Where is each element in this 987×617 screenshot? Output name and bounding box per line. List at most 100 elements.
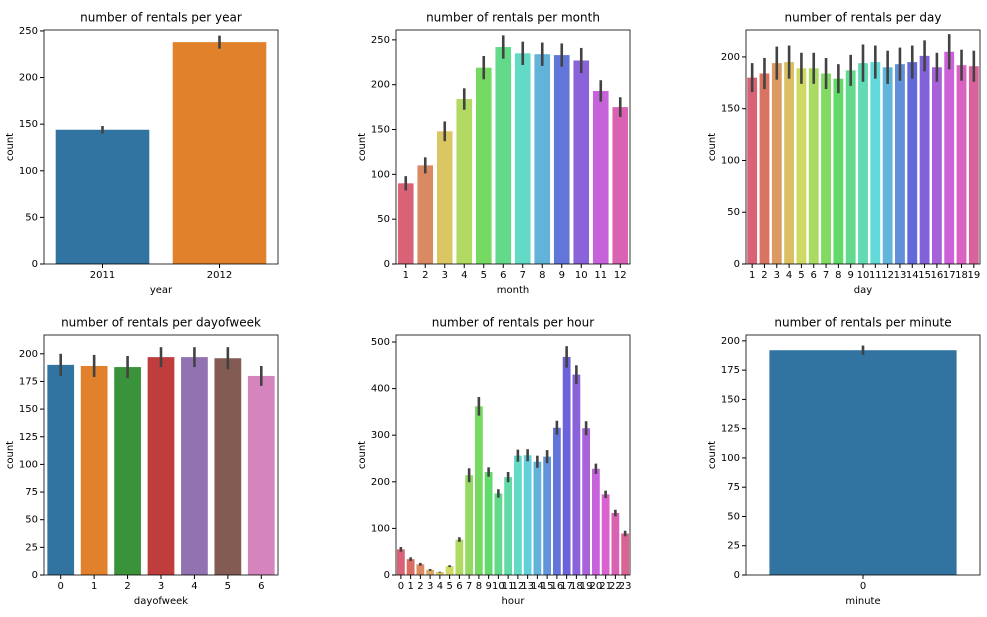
y-tick-label: 125 [19,432,38,443]
x-tick-label: 9 [847,270,853,281]
y-tick-label: 0 [734,259,740,270]
x-tick-label: 2012 [207,270,232,281]
bar [591,468,600,575]
bar [455,539,464,575]
x-tick-label: 2 [417,581,423,592]
x-tick-label: 18 [955,270,968,281]
y-tick-label: 200 [19,73,38,84]
chart-title: number of rentals per month [426,11,600,25]
y-tick-label: 25 [25,542,38,553]
y-tick-label: 250 [371,35,390,46]
x-tick-label: 6 [500,270,506,281]
y-tick-label: 125 [721,424,740,435]
x-tick-label: 19 [967,270,980,281]
x-tick-label: 18 [570,581,583,592]
y-tick-label: 175 [19,376,38,387]
x-tick-label: 2011 [90,270,115,281]
x-tick-label: 0 [58,581,64,592]
x-tick-label: 11 [869,270,882,281]
bar [436,131,453,264]
bar [612,107,629,264]
bar [397,183,414,264]
x-tick-label: 17 [560,581,573,592]
x-tick-label: 0 [398,581,404,592]
x-tick-label: 16 [551,581,564,592]
y-axis-label: count [5,441,16,469]
bar [396,549,405,575]
bar [562,356,571,575]
y-tick-label: 50 [25,515,38,526]
x-tick-label: 20 [590,581,603,592]
x-tick-label: 19 [580,581,593,592]
bar [582,428,591,575]
axes-frame [43,29,279,265]
x-tick-label: 4 [786,270,792,281]
x-tick-label: 8 [539,270,545,281]
y-tick-label: 100 [371,169,390,180]
y-tick-label: 75 [25,487,38,498]
y-tick-label: 100 [19,166,38,177]
bar [406,559,415,575]
x-tick-label: 23 [619,581,632,592]
bar [543,456,552,575]
x-tick-label: 3 [427,581,433,592]
bar [858,63,868,264]
bar [214,358,242,575]
axes-frame [43,334,279,576]
y-tick-label: 0 [734,570,740,581]
y-tick-label: 25 [727,541,740,552]
bar [426,569,435,575]
x-tick-label: 1 [91,581,97,592]
x-tick-label: 12 [512,581,525,592]
y-tick-label: 0 [32,570,38,581]
bar [55,129,150,264]
y-tick-label: 200 [371,80,390,91]
bar [494,493,503,575]
x-tick-label: 12 [881,270,894,281]
bar [475,67,492,264]
x-tick-label: 21 [599,581,612,592]
y-tick-label: 50 [25,212,38,223]
bar [895,64,905,264]
x-tick-label: 0 [860,581,866,592]
bar [181,357,208,575]
x-tick-label: 13 [521,581,534,592]
y-tick-label: 150 [721,394,740,405]
bar [919,55,930,265]
bar [907,62,918,264]
chart-title: number of rentals per dayofweek [61,316,261,330]
bar [114,367,141,575]
x-tick-label: 2 [124,581,130,592]
x-tick-label: 22 [609,581,622,592]
bar [833,78,844,264]
bar [796,68,807,264]
y-axis-label: count [707,441,718,469]
bar [147,357,175,575]
bar [611,513,620,575]
x-tick-label: 17 [943,270,956,281]
x-tick-label: 10 [492,581,505,592]
x-tick-label: 3 [442,270,448,281]
bar [533,461,542,575]
x-tick-label: 2 [761,270,767,281]
x-tick-label: 6 [456,581,462,592]
y-tick-label: 250 [19,26,38,37]
bar [931,67,942,264]
x-tick-label: 3 [158,581,164,592]
bar [592,90,609,264]
bar [474,406,483,575]
y-tick-label: 150 [19,404,38,415]
y-tick-label: 150 [371,125,390,136]
x-tick-label: 3 [774,270,780,281]
x-tick-label: 12 [614,270,627,281]
bar [513,455,522,575]
x-tick-label: 5 [798,270,804,281]
bar [456,99,473,264]
axes-frame [745,29,981,265]
bar [572,374,581,575]
bar [534,54,551,265]
x-tick-label: 9 [485,581,491,592]
bar [882,67,893,264]
chart-title: number of rentals per day [785,11,942,25]
